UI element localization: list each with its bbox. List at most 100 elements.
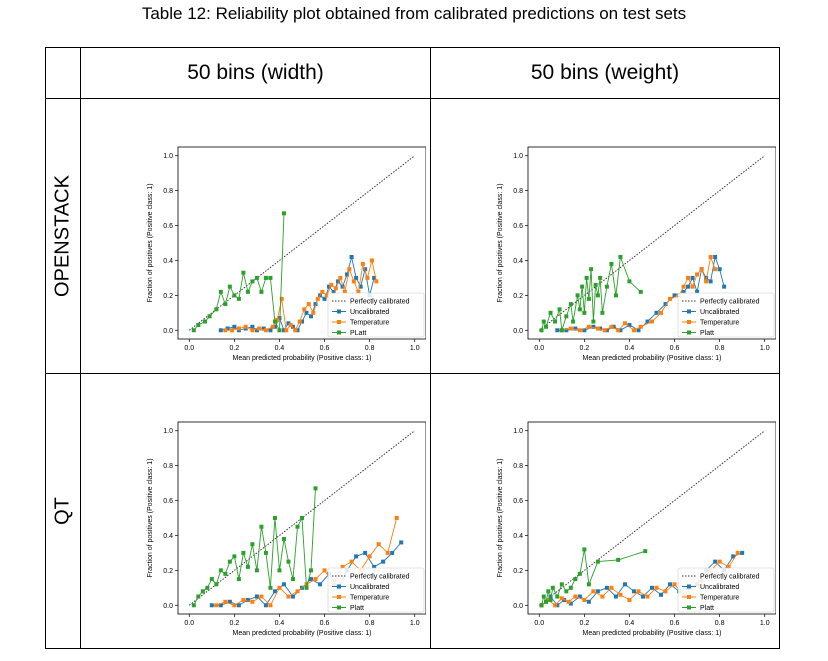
y-tick-label-1: 0.2 [513,293,523,300]
point-uncalibrated-2 [232,324,237,329]
point-platt-2 [544,599,549,604]
point-temperature-17 [690,284,695,289]
point-platt-23 [609,261,614,266]
point-temperature-17 [315,296,320,301]
point-platt-6 [218,568,223,573]
point-temperature-11 [288,323,293,328]
x-tick-label-3: 0.6 [670,620,680,627]
point-uncalibrated-15 [659,592,664,597]
legend-label-perfectly-calibrated: Perfectly calibrated [350,574,410,581]
point-uncalibrated-14 [650,585,654,590]
point-uncalibrated-19 [381,559,386,564]
x-tick-label-4: 0.8 [365,620,375,627]
point-uncalibrated-3 [582,328,587,333]
point-temperature-18 [376,542,381,547]
point-temperature-0 [214,603,219,608]
point-platt-26 [627,279,632,284]
point-temperature-3 [559,596,564,601]
point-platt-0 [539,603,544,608]
legend-box [327,567,425,613]
point-platt-4 [553,319,558,324]
point-temperature-30 [374,279,379,284]
point-uncalibrated-28 [358,284,363,289]
point-uncalibrated-14 [672,293,677,298]
point-uncalibrated-15 [681,289,686,294]
point-platt-10 [236,577,241,582]
point-uncalibrated-12 [654,310,659,315]
y-axis-label: Fraction of positives (Positive class: 1… [497,458,504,577]
point-platt-7 [559,582,564,587]
point-uncalibrated-3 [236,603,241,608]
legend-label-platt: PLatt [350,330,366,337]
row-label-openstack: OPENSTACK [51,175,74,297]
point-temperature-12 [636,589,641,594]
point-platt-24 [613,293,618,298]
point-temperature-18 [320,289,325,294]
x-axis-label: Mean predicted probability (Positive cla… [233,630,372,637]
point-temperature-15 [349,559,354,564]
point-uncalibrated-0 [218,328,223,333]
y-tick-label-4: 0.8 [513,188,523,195]
point-platt-27 [638,289,643,294]
point-uncalibrated-20 [390,550,395,555]
point-temperature-19 [385,550,390,555]
point-uncalibrated-6 [604,328,609,333]
point-platt-10 [575,293,580,298]
point-uncalibrated-25 [345,272,350,277]
point-platt-15 [586,296,591,301]
point-uncalibrated-2 [548,594,553,599]
legend-marker-platt [687,605,691,610]
x-axis-label: Mean predicted probability (Positive cla… [233,355,372,362]
point-platt-16 [268,275,273,280]
point-temperature-21 [708,254,713,259]
point-uncalibrated-29 [363,267,368,272]
point-uncalibrated-5 [568,601,573,606]
point-uncalibrated-31 [372,275,377,280]
plot-cell-qt-width: 0.0 0.2 0.4 0.6 0.8 1.0 0.0 0.2 0.4 0.6 0.8 1.0 Mean… [80,373,431,649]
x-tick-label-4: 0.8 [365,345,375,352]
point-uncalibrated-1 [218,603,223,608]
x-tick-label-1: 0.2 [229,620,239,627]
point-platt-13 [250,542,255,547]
point-temperature-4 [250,599,255,604]
y-tick-label-1: 0.2 [513,568,523,575]
point-uncalibrated-7 [272,589,277,594]
point-temperature-8 [600,594,605,599]
point-temperature-8 [622,321,627,326]
series-line-platt [193,488,316,606]
point-temperature-2 [232,603,237,608]
y-axis-label: Fraction of positives (Positive class: 1… [497,183,504,302]
point-temperature-16 [311,310,316,315]
point-platt-20 [281,536,286,541]
legend-label-temperature: Temperature [350,320,389,327]
legend-marker-uncalibrated [687,584,691,589]
point-uncalibrated-8 [618,328,623,333]
point-platt-6 [223,302,228,307]
point-temperature-1 [568,326,573,331]
legend-marker-uncalibrated [337,584,341,589]
point-temperature-4 [595,326,600,331]
point-uncalibrated-15 [300,319,304,324]
point-temperature-19 [324,293,329,298]
y-tick-label-4: 0.8 [163,188,173,195]
point-uncalibrated-23 [336,279,341,284]
point-temperature-4 [566,599,571,604]
point-temperature-24 [347,267,352,272]
corner-cell [45,47,81,99]
y-tick-label-2: 0.4 [513,258,523,265]
point-temperature-0 [223,328,228,333]
point-platt-19 [277,568,282,573]
point-uncalibrated-26 [349,254,354,259]
point-uncalibrated-10 [613,594,618,599]
point-temperature-7 [616,328,621,333]
series-line-perfectly-calibrated [188,430,416,606]
point-platt-11 [245,289,250,294]
point-platt-25 [304,585,309,590]
point-platt-13 [586,582,591,587]
point-temperature-6 [582,598,587,603]
point-temperature-10 [618,592,623,597]
plot-cell-qt-weight: 0.0 0.2 0.4 0.6 0.8 1.0 0.0 0.2 0.4 0.6 0.8 1.0 Mean… [430,373,780,649]
point-platt-11 [577,307,582,312]
point-uncalibrated-20 [704,275,709,280]
plot-cell-openstack-weight: 0.0 0.2 0.4 0.6 0.8 1.0 0.0 0.2 0.4 0.6 0.8 1.0 Mean… [430,98,780,374]
